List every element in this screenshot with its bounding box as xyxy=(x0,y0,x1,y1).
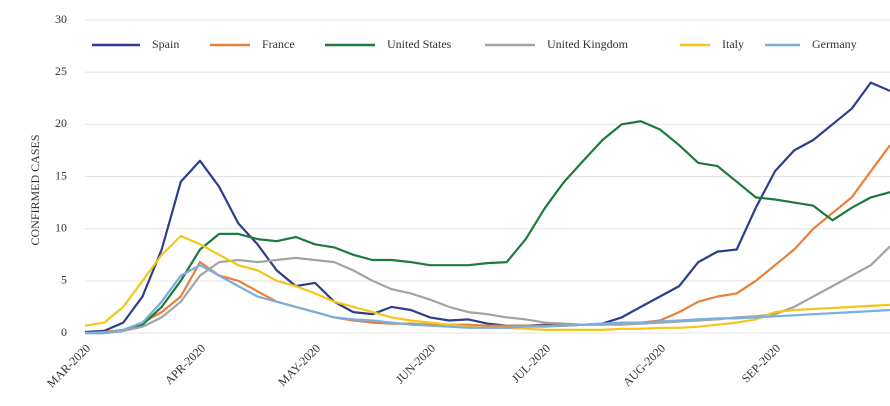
x-tick-label: APR-2020 xyxy=(162,341,208,387)
line-series xyxy=(84,81,890,334)
y-tick-label: 30 xyxy=(55,12,67,26)
legend-label: Italy xyxy=(722,37,744,51)
y-tick-label: 25 xyxy=(55,64,67,78)
y-tick-label: 10 xyxy=(55,220,67,234)
line-series xyxy=(84,144,890,335)
x-tick-label: AUG-2020 xyxy=(620,341,668,389)
line-series xyxy=(85,264,890,335)
y-tick-label: 15 xyxy=(55,168,67,182)
y-axis-label: CONFIRMED CASES xyxy=(28,134,42,245)
x-tick-label: MAY-2020 xyxy=(275,341,323,389)
x-tick-label: JUL-2020 xyxy=(509,341,553,385)
x-tick-label: SEP-2020 xyxy=(739,341,783,385)
legend-label: Spain xyxy=(152,37,179,51)
legend-label: United States xyxy=(387,37,452,51)
x-tick-label: JUN-2020 xyxy=(393,341,438,386)
legend-label: United Kingdom xyxy=(547,37,629,51)
y-tick-label: 5 xyxy=(61,273,67,287)
line-series xyxy=(85,245,890,335)
line-series xyxy=(85,120,890,335)
legend-label: France xyxy=(262,37,295,51)
y-tick-label: 20 xyxy=(55,116,67,130)
x-tick-label: MAR-2020 xyxy=(44,341,93,390)
y-tick-label: 0 xyxy=(61,325,67,339)
legend-label: Germany xyxy=(812,37,857,51)
